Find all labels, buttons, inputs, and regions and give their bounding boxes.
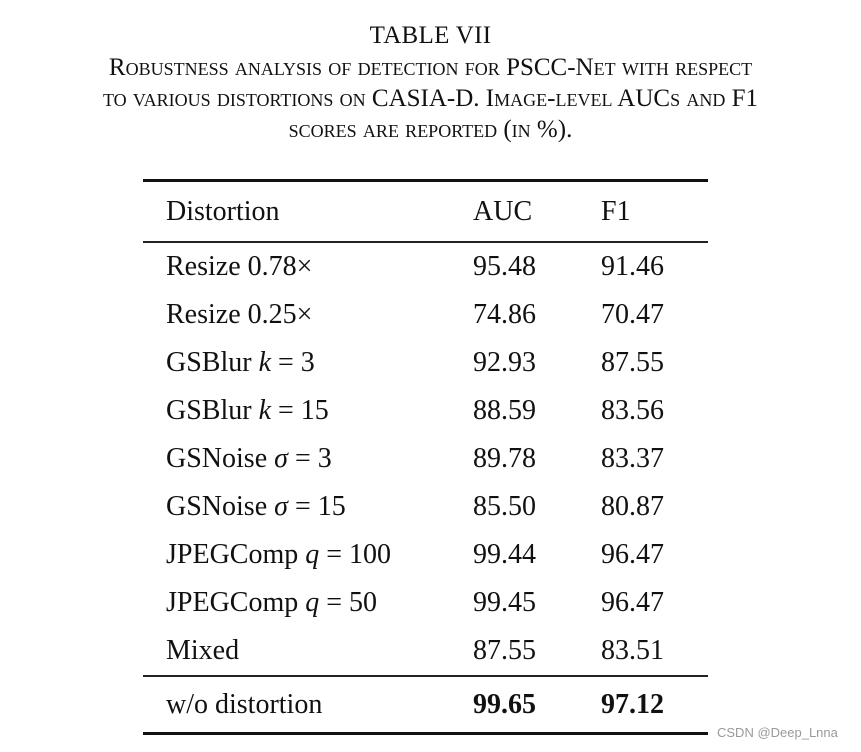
distortion-name: Resize	[166, 299, 241, 330]
baseline-f1: 97.12	[601, 688, 664, 720]
header-f1: F1	[601, 195, 631, 227]
top-rule	[143, 179, 708, 182]
f1-cell: 91.46	[601, 251, 664, 282]
f1-cell: 96.47	[601, 587, 664, 618]
f1-cell: 83.51	[601, 635, 664, 666]
caption-line-2: to various distortions on CASIA-D. Image…	[102, 85, 759, 112]
distortion-name: JPEGComp	[166, 587, 299, 618]
auc-cell: 88.59	[473, 395, 536, 426]
distortion-param: = 3	[294, 443, 332, 474]
table-row: JPEGComp q = 50 99.45 96.47	[143, 579, 708, 627]
table-row: JPEGComp q = 100 99.44 96.47	[143, 531, 708, 579]
auc-cell: 74.86	[473, 299, 536, 330]
distortion-cell: JPEGComp q = 100	[143, 539, 449, 571]
distortion-param: = 15	[294, 491, 346, 522]
auc-cell: 85.50	[473, 491, 536, 522]
distortion-param: = 50	[326, 587, 378, 618]
caption-line-1: Robustness analysis of detection for PSC…	[108, 54, 753, 81]
distortion-cell: Resize 0.25×	[143, 299, 449, 331]
watermark: CSDN @Deep_Lnna	[717, 725, 838, 740]
f1-cell: 80.87	[601, 491, 664, 522]
caption-line-3: scores are reported (in %).	[288, 116, 573, 143]
distortion-param: 0.78×	[247, 251, 313, 282]
baseline-name: w/o distortion	[166, 688, 323, 720]
distortion-variable: σ	[274, 443, 288, 474]
distortion-name: JPEGComp	[166, 539, 299, 570]
auc-cell: 99.44	[473, 539, 536, 570]
table-row: Resize 0.25× 74.86 70.47	[143, 291, 708, 339]
table-title: TABLE VII	[369, 22, 492, 49]
f1-cell: 87.55	[601, 347, 664, 378]
distortion-param: = 3	[278, 347, 315, 378]
auc-cell: 92.93	[473, 347, 536, 378]
distortion-variable: q	[305, 539, 320, 570]
header-distortion: Distortion	[166, 195, 280, 227]
f1-cell: 83.56	[601, 395, 664, 426]
table-header-row: Distortion AUC F1	[143, 182, 708, 241]
baseline-rule	[143, 675, 708, 677]
distortion-name: GSBlur	[166, 347, 252, 378]
distortion-name: Mixed	[166, 635, 240, 666]
distortion-cell: GSNoise σ = 3	[143, 443, 449, 475]
table-row: GSBlur k = 15 88.59 83.56	[143, 387, 708, 435]
f1-cell: 70.47	[601, 299, 664, 330]
auc-cell: 99.45	[473, 587, 536, 618]
distortion-cell: GSBlur k = 15	[143, 395, 449, 427]
baseline-row: w/o distortion 99.65 97.12	[143, 677, 708, 732]
table-row: Resize 0.78× 95.48 91.46	[143, 243, 708, 291]
distortion-variable: q	[305, 587, 320, 618]
results-table: Distortion AUC F1 Resize 0.78× 95.48 91.…	[143, 179, 708, 735]
distortion-cell: GSNoise σ = 15	[143, 491, 449, 523]
table-row: Mixed 87.55 83.51	[143, 627, 708, 675]
distortion-name: GSNoise	[166, 491, 268, 522]
auc-cell: 89.78	[473, 443, 536, 474]
table-row: GSBlur k = 3 92.93 87.55	[143, 339, 708, 387]
table-row: GSNoise σ = 3 89.78 83.37	[143, 435, 708, 483]
distortion-cell: JPEGComp q = 50	[143, 587, 449, 619]
distortion-cell: GSBlur k = 3	[143, 347, 449, 379]
header-auc: AUC	[473, 195, 533, 227]
distortion-variable: σ	[274, 491, 288, 522]
distortion-name: GSBlur	[166, 395, 252, 426]
table-row: GSNoise σ = 15 85.50 80.87	[143, 483, 708, 531]
bottom-rule	[143, 732, 708, 735]
mid-rule	[143, 241, 708, 243]
distortion-name: GSNoise	[166, 443, 268, 474]
distortion-variable: k	[258, 395, 272, 426]
distortion-cell: Resize 0.78×	[143, 251, 449, 283]
baseline-auc: 99.65	[473, 688, 536, 720]
distortion-variable: k	[258, 347, 272, 378]
distortion-cell: Mixed	[143, 635, 449, 667]
table-caption: TABLE VII Robustness analysis of detecti…	[0, 20, 861, 145]
distortion-param: = 100	[326, 539, 392, 570]
f1-cell: 83.37	[601, 443, 664, 474]
auc-cell: 95.48	[473, 251, 536, 282]
distortion-param: = 15	[278, 395, 329, 426]
f1-cell: 96.47	[601, 539, 664, 570]
distortion-param: 0.25×	[247, 299, 313, 330]
distortion-name: Resize	[166, 251, 241, 282]
auc-cell: 87.55	[473, 635, 536, 666]
